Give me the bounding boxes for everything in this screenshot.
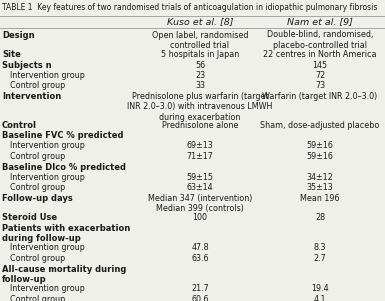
Text: 34±12: 34±12 <box>306 173 333 182</box>
Text: Steroid Use: Steroid Use <box>2 213 57 222</box>
Text: 8.3: 8.3 <box>314 244 326 253</box>
Text: 60.6: 60.6 <box>191 294 209 301</box>
Text: Warfarin (target INR 2.0–3.0): Warfarin (target INR 2.0–3.0) <box>262 92 378 101</box>
Text: Subjects n: Subjects n <box>2 61 52 70</box>
Text: 145: 145 <box>313 61 328 70</box>
Text: Baseline FVC % predicted: Baseline FVC % predicted <box>2 131 124 140</box>
Text: TABLE 1  Key features of two randomised trials of anticoagulation in idiopathic : TABLE 1 Key features of two randomised t… <box>2 3 377 12</box>
Text: 47.8: 47.8 <box>191 244 209 253</box>
Text: 23: 23 <box>195 71 205 80</box>
Text: Intervention group: Intervention group <box>10 141 85 150</box>
Text: 21.7: 21.7 <box>191 284 209 293</box>
Text: Patients with exacerbation
during follow-up: Patients with exacerbation during follow… <box>2 224 130 244</box>
Text: 100: 100 <box>192 213 208 222</box>
Text: All-cause mortality during
follow-up: All-cause mortality during follow-up <box>2 265 126 284</box>
Text: Control group: Control group <box>10 184 65 193</box>
Text: Prednisolone alone: Prednisolone alone <box>162 120 238 129</box>
Text: Intervention group: Intervention group <box>10 284 85 293</box>
Text: Control group: Control group <box>10 152 65 161</box>
Text: 22 centres in North America: 22 centres in North America <box>263 50 377 59</box>
Text: 69±13: 69±13 <box>187 141 213 150</box>
Text: Prednisolone plus warfarin (target
INR 2.0–3.0) with intravenous LMWH
during exa: Prednisolone plus warfarin (target INR 2… <box>127 92 273 122</box>
Text: Open label, randomised
controlled trial: Open label, randomised controlled trial <box>152 30 248 50</box>
Text: Control group: Control group <box>10 294 65 301</box>
Text: Site: Site <box>2 50 21 59</box>
Text: 35±13: 35±13 <box>306 184 333 193</box>
Text: 59±15: 59±15 <box>186 173 214 182</box>
Text: 73: 73 <box>315 82 325 91</box>
Text: Intervention group: Intervention group <box>10 71 85 80</box>
Text: Kuso et al. [8]: Kuso et al. [8] <box>167 17 233 26</box>
Text: 59±16: 59±16 <box>306 141 333 150</box>
Text: Intervention group: Intervention group <box>10 244 85 253</box>
Text: 59±16: 59±16 <box>306 152 333 161</box>
Text: Control group: Control group <box>10 254 65 263</box>
Text: 71±17: 71±17 <box>187 152 213 161</box>
Text: Median 347 (intervention)
Median 399 (controls): Median 347 (intervention) Median 399 (co… <box>148 194 252 213</box>
Text: Baseline Dlco % predicted: Baseline Dlco % predicted <box>2 163 126 172</box>
Text: 63±14: 63±14 <box>187 184 213 193</box>
Text: 63.6: 63.6 <box>191 254 209 263</box>
Text: 56: 56 <box>195 61 205 70</box>
Text: Sham, dose-adjusted placebo: Sham, dose-adjusted placebo <box>260 120 380 129</box>
Text: 19.4: 19.4 <box>311 284 329 293</box>
Text: 28: 28 <box>315 213 325 222</box>
Text: Design: Design <box>2 30 35 39</box>
Text: Intervention: Intervention <box>2 92 61 101</box>
Text: 33: 33 <box>195 82 205 91</box>
Text: Double-blind, randomised,
placebo-controlled trial: Double-blind, randomised, placebo-contro… <box>267 30 373 50</box>
Text: 5 hospitals in Japan: 5 hospitals in Japan <box>161 50 239 59</box>
Text: Control group: Control group <box>10 82 65 91</box>
Text: Control: Control <box>2 120 37 129</box>
Text: Follow-up days: Follow-up days <box>2 194 73 203</box>
Text: Mean 196: Mean 196 <box>300 194 340 203</box>
Text: 72: 72 <box>315 71 325 80</box>
Text: Nam et al. [9]: Nam et al. [9] <box>287 17 353 26</box>
Text: 2.7: 2.7 <box>314 254 326 263</box>
Text: Intervention group: Intervention group <box>10 173 85 182</box>
Text: 4.1: 4.1 <box>314 294 326 301</box>
